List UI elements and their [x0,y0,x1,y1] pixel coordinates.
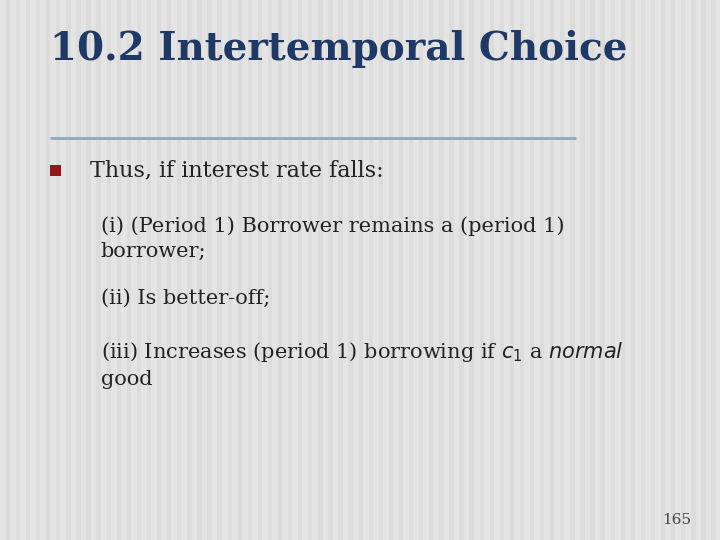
Bar [534,0,540,540]
Bar [171,0,177,540]
Bar [595,0,600,540]
Bar [91,0,96,540]
Text: (i) (Period 1) Borrower remains a (period 1)
borrower;: (i) (Period 1) Borrower remains a (perio… [101,216,564,261]
Bar [262,0,268,540]
Bar [383,0,389,540]
Bar [635,0,641,540]
Bar [363,0,369,540]
Bar [323,0,328,540]
Bar [403,0,409,540]
Bar [272,0,278,540]
Bar [514,0,520,540]
Bar [615,0,621,540]
Text: (iii) Increases (period 1) borrowing if $c_1$ a $\mathit{normal}$
good: (iii) Increases (period 1) borrowing if … [101,340,624,389]
Bar [373,0,379,540]
Text: 165: 165 [662,512,691,526]
Bar [161,0,167,540]
Bar [665,0,671,540]
Bar [685,0,691,540]
Bar [353,0,359,540]
Bar [181,0,187,540]
Bar [474,0,480,540]
Bar [524,0,530,540]
Bar [343,0,348,540]
Bar [494,0,500,540]
Bar [101,0,107,540]
Bar [0,0,6,540]
Bar [645,0,651,540]
Bar [20,0,26,540]
Bar [111,0,117,540]
Bar [81,0,86,540]
Bar [464,0,469,540]
Bar [423,0,429,540]
Bar [282,0,288,540]
Bar [575,0,580,540]
Bar [40,0,46,540]
Bar [625,0,631,540]
Text: 10.2 Intertemporal Choice: 10.2 Intertemporal Choice [50,30,628,68]
Bar [675,0,681,540]
Text: Thus, if interest rate falls:: Thus, if interest rate falls: [90,159,384,181]
Bar [544,0,550,540]
Bar [454,0,459,540]
Bar [393,0,399,540]
Text: (ii) Is better-off;: (ii) Is better-off; [101,289,270,308]
Bar [554,0,560,540]
Bar [444,0,449,540]
Bar [696,0,701,540]
Bar [564,0,570,540]
Bar [433,0,439,540]
Bar [716,0,720,540]
Bar [252,0,258,540]
Bar [71,0,76,540]
Bar [333,0,338,540]
Bar [413,0,419,540]
Bar [10,0,16,540]
Bar [605,0,611,540]
Bar [585,0,590,540]
Bar [242,0,248,540]
Bar [655,0,661,540]
Bar [60,0,66,540]
Bar [504,0,510,540]
Bar [222,0,228,540]
Bar [232,0,238,540]
Bar [192,0,197,540]
Bar [212,0,217,540]
Bar [312,0,318,540]
Bar [302,0,308,540]
Bar [292,0,298,540]
Bar [202,0,207,540]
Bar [131,0,137,540]
Bar [706,0,711,540]
Bar [151,0,157,540]
Bar [50,165,61,176]
Bar [30,0,36,540]
Bar [484,0,490,540]
Bar [50,0,56,540]
Bar [121,0,127,540]
Bar [141,0,147,540]
